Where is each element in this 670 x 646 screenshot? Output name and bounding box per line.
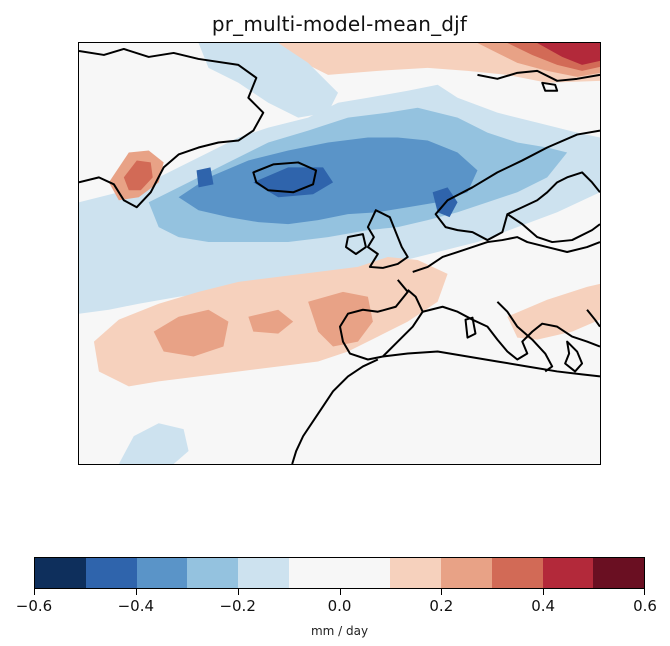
anomaly-positive-eastern-med-band	[507, 283, 600, 340]
map-title: pr_multi-model-mean_djf	[211, 12, 468, 36]
coastlines	[79, 47, 600, 464]
colorbar-segment	[542, 558, 594, 588]
colorbar-segment	[491, 558, 543, 588]
anomaly-negative-small-spot	[196, 167, 214, 188]
colorbar-tick-label: 0.0	[327, 597, 352, 615]
colorbar-tick	[644, 589, 645, 595]
svalbard-island	[541, 81, 559, 92]
anomaly-positive-greenland-tip-core	[123, 160, 153, 191]
colorbar-segment	[136, 558, 188, 588]
colorbar-segment	[288, 558, 340, 588]
iceland-coast	[252, 161, 318, 194]
colorbar-segment	[238, 558, 289, 588]
colorbar-tick	[135, 589, 137, 595]
colorbar-tick-label: 0.6	[633, 597, 657, 615]
colorbar-tick	[237, 589, 239, 595]
colorbar-segment	[35, 558, 86, 588]
anomaly-negative-south-patch	[118, 423, 189, 464]
colorbar-tick	[34, 589, 35, 595]
italy-coast	[496, 301, 554, 373]
north-africa-coast	[382, 350, 600, 378]
colorbar-segment	[441, 558, 492, 588]
scandinavia-coast	[434, 129, 600, 242]
colorbar-segment	[339, 558, 391, 588]
ireland-coast	[344, 233, 367, 255]
colorbar-tick-label: 0.4	[531, 597, 556, 615]
anomaly-positive-northeast-peak	[537, 43, 600, 65]
africa-coast	[291, 358, 379, 464]
colorbar-tick-label: 0.2	[429, 597, 454, 615]
colorbar-tick	[543, 589, 545, 595]
colorbar-label: mm / day	[310, 624, 369, 638]
baltic-coast	[506, 213, 600, 244]
colorbar-tick	[441, 589, 443, 595]
map-panel	[78, 42, 601, 465]
british-isles-coast	[366, 209, 409, 269]
iberia-coast	[339, 279, 424, 361]
svalbard-coast	[477, 69, 600, 82]
colorbar-segment	[187, 558, 238, 588]
precipitation-map	[79, 43, 600, 464]
anomaly-positive-iberia-core	[308, 291, 373, 347]
colorbar-ticks: −0.6 −0.4 −0.2 0.0 0.2 0.4 0.6	[16, 589, 657, 629]
greenland-coast	[79, 47, 265, 209]
sardinia-coast	[464, 316, 477, 339]
continental-europe-coast	[412, 236, 600, 273]
colorbar	[34, 557, 645, 589]
colorbar-segment	[390, 558, 441, 588]
anomaly-negative-northwest-patch	[198, 43, 339, 118]
colorbar-tick	[339, 589, 341, 595]
anomaly-positive-subtropical-core-west	[153, 309, 229, 357]
mediterranean-north-coast	[422, 305, 600, 361]
colorbar-tick-label: −0.2	[219, 597, 256, 615]
colorbar-segment	[85, 558, 137, 588]
aegean-coast	[586, 309, 600, 328]
anomaly-positive-subtropical-core-mid	[248, 309, 294, 334]
colorbar-tick-label: −0.6	[15, 597, 53, 615]
greece-coast	[564, 340, 584, 373]
colorbar-tick-label: −0.4	[117, 597, 155, 615]
colorbar-segment	[593, 558, 644, 588]
